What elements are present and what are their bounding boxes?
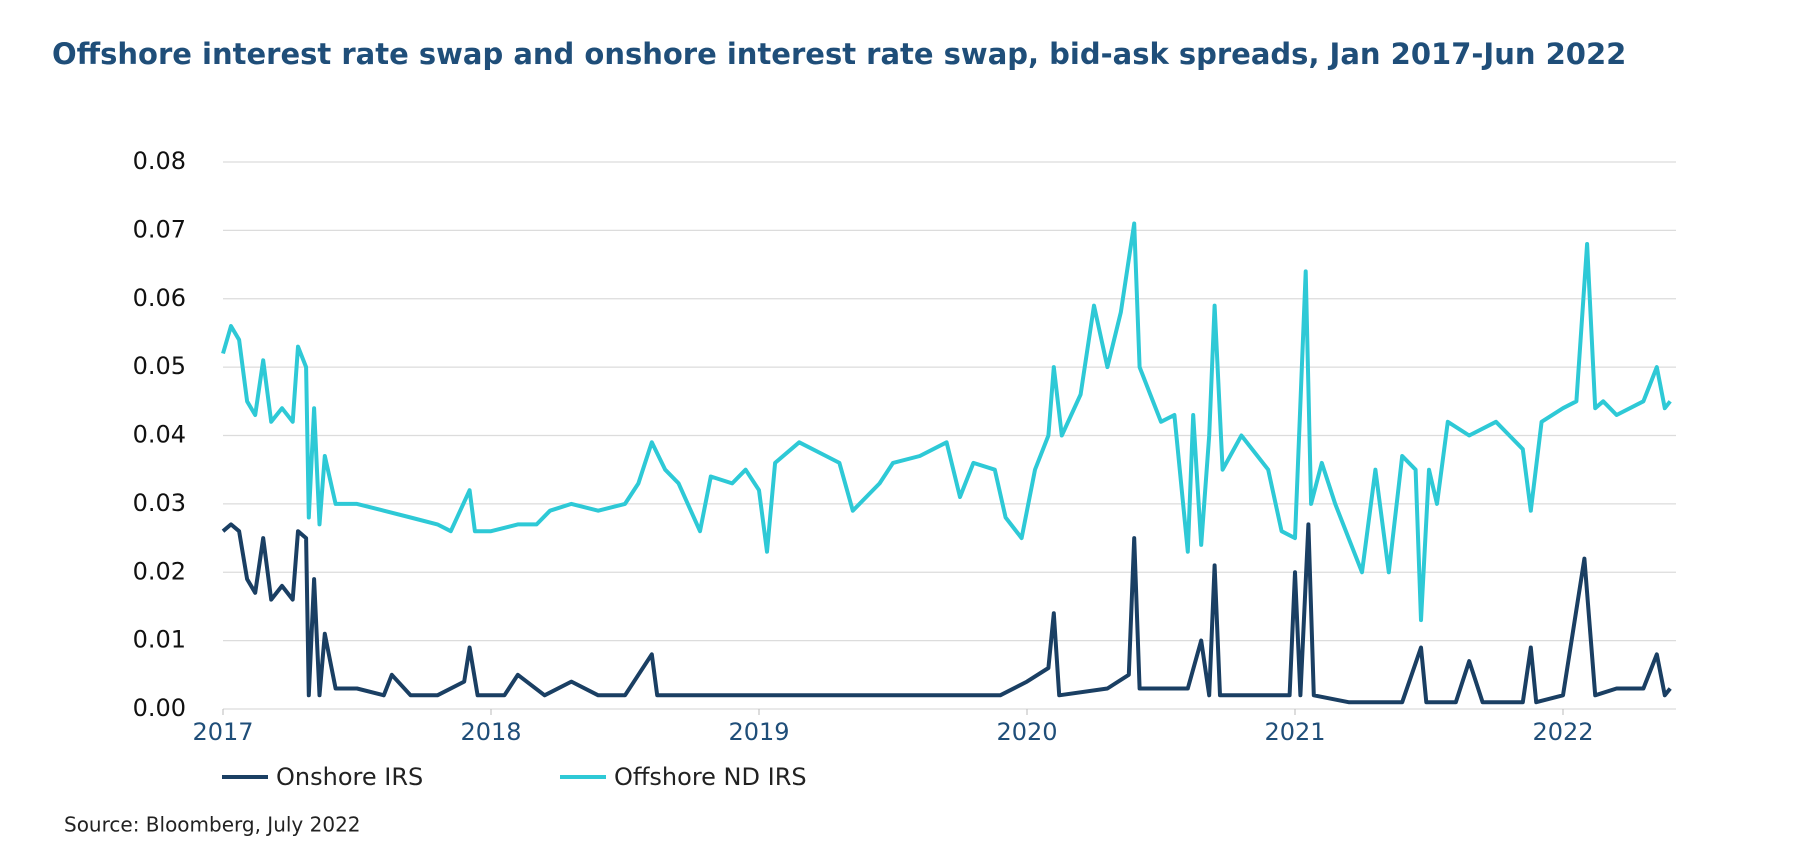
y-tick-label: 0.06 [133,284,186,312]
y-tick-label: 0.04 [133,421,186,449]
y-tick-label: 0.03 [133,489,186,517]
x-tick-label: 2017 [192,718,253,746]
x-tick-label: 2020 [996,718,1057,746]
source-note: Source: Bloomberg, July 2022 [64,813,361,837]
data-line [221,522,1672,705]
x-tick-label: 2022 [1532,718,1593,746]
y-tick-label: 0.05 [133,352,186,380]
y-tick-label: 0.01 [133,626,186,654]
data-line [221,221,1672,623]
x-tick-label: 2019 [728,718,789,746]
x-tick-label: 2018 [460,718,521,746]
x-tick-label: 2021 [1264,718,1325,746]
y-tick-label: 0.00 [133,694,186,722]
y-tick-label: 0.02 [133,557,186,585]
y-tick-label: 0.07 [133,215,186,243]
legend-label: Offshore ND IRS [614,763,807,791]
legend-label: Onshore IRS [276,763,423,791]
chart-title: Offshore interest rate swap and onshore … [52,37,1626,71]
y-tick-label: 0.08 [133,147,186,175]
